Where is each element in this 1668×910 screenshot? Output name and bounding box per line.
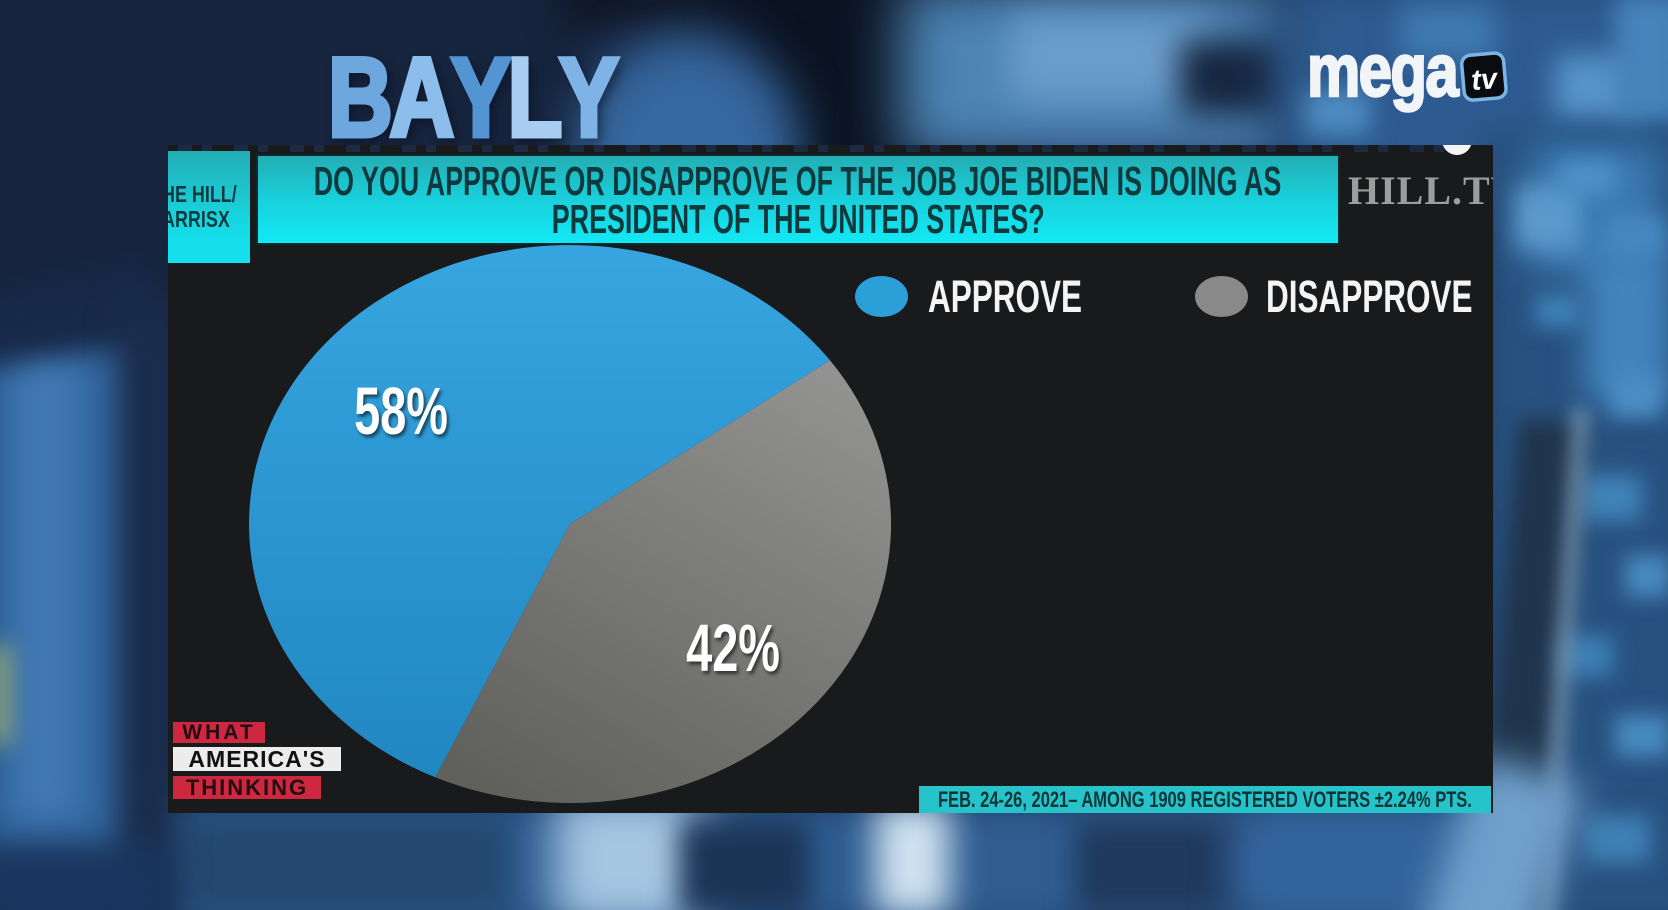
- svg-text:tv: tv: [1470, 63, 1500, 97]
